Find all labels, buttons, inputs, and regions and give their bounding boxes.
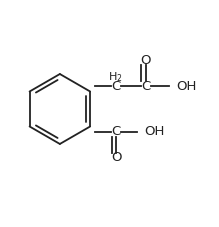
Text: OH: OH (176, 80, 196, 93)
Text: C: C (141, 80, 150, 93)
Text: OH: OH (145, 125, 165, 138)
Text: O: O (140, 54, 151, 67)
Text: C: C (112, 125, 121, 138)
Text: H$_2$: H$_2$ (108, 70, 122, 84)
Text: C: C (112, 80, 121, 93)
Text: O: O (111, 151, 122, 164)
